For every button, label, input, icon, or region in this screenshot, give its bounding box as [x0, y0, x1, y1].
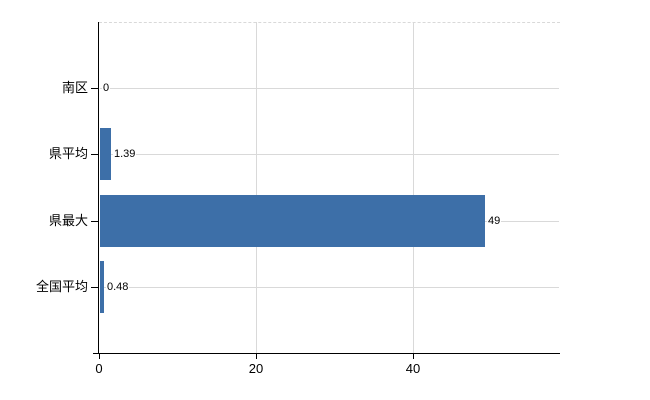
bar — [100, 195, 485, 247]
value-label: 0 — [102, 80, 111, 96]
y-tick — [91, 287, 98, 288]
x-tick-label: 40 — [405, 361, 421, 376]
category-label: 全国平均 — [35, 279, 88, 294]
category-label: 県平均 — [48, 146, 88, 161]
y-tick — [91, 88, 98, 89]
plot-top-border — [99, 22, 560, 23]
y-tick — [91, 154, 98, 155]
category-label: 県最大 — [48, 213, 88, 228]
x-axis-line — [93, 353, 560, 354]
gridline-vertical — [256, 22, 257, 353]
x-tick-label: 0 — [95, 361, 103, 376]
gridline-horizontal — [100, 287, 559, 288]
gridline-vertical — [413, 22, 414, 353]
category-label: 南区 — [61, 80, 88, 95]
value-label: 1.39 — [113, 146, 137, 162]
bar — [100, 261, 104, 313]
x-tick-label: 20 — [248, 361, 264, 376]
gridline-horizontal — [100, 88, 559, 89]
y-tick — [91, 221, 98, 222]
y-axis-line — [98, 22, 99, 354]
x-tick — [413, 354, 414, 359]
gridline-horizontal — [100, 154, 559, 155]
x-tick — [99, 354, 100, 359]
bar — [100, 128, 111, 180]
x-tick — [256, 354, 257, 359]
value-label: 49 — [487, 213, 502, 229]
value-label: 0.48 — [106, 279, 130, 295]
